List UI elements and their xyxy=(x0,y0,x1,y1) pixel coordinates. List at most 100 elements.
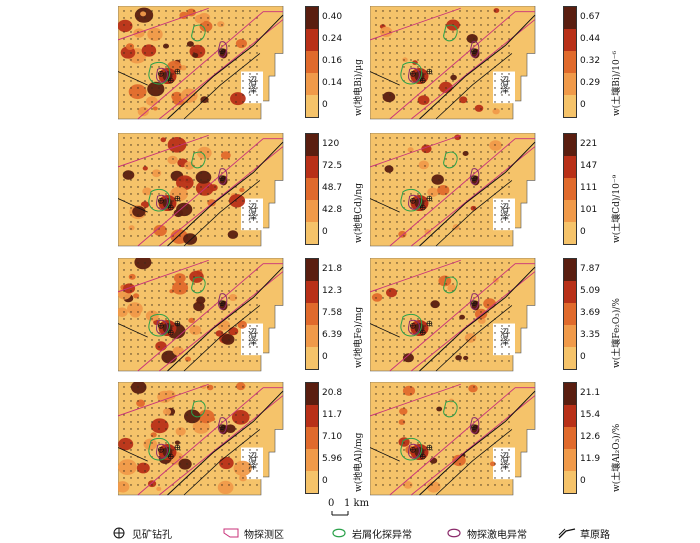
colorbar-tick: 11.7 xyxy=(322,410,343,421)
marsh-label: 沼泽 xyxy=(498,203,508,222)
colorbar-tick: 0 xyxy=(322,100,328,111)
colorbar-segment xyxy=(306,7,318,29)
colorbar-segment xyxy=(306,303,318,325)
map-L1: 沼泽 xyxy=(118,6,293,121)
colorbar-tick: 11.9 xyxy=(580,454,601,465)
map-L2: 沼泽 xyxy=(118,133,293,248)
scale-bar: 0 1 km xyxy=(322,498,392,520)
colorbar-segment xyxy=(564,259,576,281)
colorbar-tick: 5.09 xyxy=(580,286,601,297)
colorbar-unit-label: w(地电Al)/mg xyxy=(354,432,364,492)
colorbar-segment xyxy=(306,259,318,281)
colorbar-unit-label: w(土壤Cd)/10⁻⁹ xyxy=(612,174,622,243)
map-R3: 沼泽 xyxy=(370,258,545,373)
colorbar-tick: 6.39 xyxy=(322,330,343,341)
colorbar-segment xyxy=(564,303,576,325)
colorbar-tick: 0.67 xyxy=(580,12,601,23)
colorbar-segment xyxy=(306,325,318,347)
colorbar-tick: 111 xyxy=(580,183,598,194)
colorbar-R3 xyxy=(563,258,577,370)
colorbar-tick: 12.6 xyxy=(580,432,601,443)
colorbar-segment xyxy=(564,427,576,449)
colorbar-segment xyxy=(306,73,318,95)
colorbar-tick: 0 xyxy=(580,352,586,363)
survey-area-icon xyxy=(222,527,240,539)
marsh-label: 沼泽 xyxy=(246,452,256,471)
colorbar-segment xyxy=(564,95,576,117)
colorbar-tick: 15.4 xyxy=(580,410,601,421)
colorbar-tick: 3.69 xyxy=(580,308,601,319)
colorbar-tick: 0 xyxy=(322,227,328,238)
colorbar-tick: 42.8 xyxy=(322,205,343,216)
colorbar-segment xyxy=(306,29,318,51)
colorbar-tick: 12.3 xyxy=(322,286,343,297)
legend-item-ip-anomaly: 物探激电异常 xyxy=(445,526,527,541)
colorbar-tick: 21.8 xyxy=(322,264,343,275)
legend-label: 草原路 xyxy=(580,529,610,541)
colorbar-tick: 7.10 xyxy=(322,432,343,443)
map-L4: 沼泽 xyxy=(118,382,293,497)
colorbar-segment xyxy=(564,7,576,29)
colorbar-segment xyxy=(564,51,576,73)
colorbar-tick: 0.32 xyxy=(580,56,601,67)
colorbar-unit-label: w(土壤Fe₂O₃)/% xyxy=(612,298,622,368)
colorbar-segment xyxy=(564,156,576,178)
colorbar-tick: 0.14 xyxy=(322,78,343,89)
colorbar-tick: 0.40 xyxy=(322,12,343,23)
colorbar-tick: 7.87 xyxy=(580,264,601,275)
marsh-label: 沼泽 xyxy=(498,452,508,471)
colorbar-segment xyxy=(306,471,318,493)
colorbar-unit-label: w(地电Bi)/μg xyxy=(354,59,364,116)
colorbar-segment xyxy=(564,449,576,471)
ip-anomaly-icon xyxy=(445,527,463,539)
legend: 见矿钻孔 物探测区 岩屑化探异常 物探激电异常 草原路 xyxy=(110,524,690,542)
colorbar-segment xyxy=(306,178,318,200)
colorbar-segment xyxy=(306,405,318,427)
colorbar-tick: 48.7 xyxy=(322,183,343,194)
colorbar-segment xyxy=(564,471,576,493)
drill-hole-icon xyxy=(110,527,128,539)
colorbar-R2 xyxy=(563,133,577,245)
colorbar-tick: 0 xyxy=(580,227,586,238)
colorbar-segment xyxy=(306,427,318,449)
legend-label: 岩屑化探异常 xyxy=(352,529,412,541)
marsh-label: 沼泽 xyxy=(246,203,256,222)
colorbar-tick: 0.24 xyxy=(322,34,343,45)
colorbar-tick: 0.44 xyxy=(580,34,601,45)
colorbar-R4 xyxy=(563,382,577,494)
marsh-label: 沼泽 xyxy=(246,76,256,95)
colorbar-segment xyxy=(306,134,318,156)
colorbar-tick: 0 xyxy=(580,100,586,111)
colorbar-segment xyxy=(306,156,318,178)
colorbar-segment xyxy=(306,200,318,222)
colorbar-segment xyxy=(564,200,576,222)
colorbar-L2 xyxy=(305,133,319,245)
colorbar-segment xyxy=(306,51,318,73)
colorbar-tick: 21.1 xyxy=(580,388,601,399)
map-R2: 沼泽 xyxy=(370,133,545,248)
colorbar-segment xyxy=(564,347,576,369)
marsh-label: 沼泽 xyxy=(498,76,508,95)
colorbar-tick: 0 xyxy=(322,476,328,487)
colorbar-segment xyxy=(564,222,576,244)
colorbar-tick: 5.96 xyxy=(322,454,343,465)
colorbar-tick: 3.35 xyxy=(580,330,601,341)
colorbar-segment xyxy=(564,134,576,156)
colorbar-tick: 147 xyxy=(580,161,598,172)
colorbar-segment xyxy=(306,95,318,117)
legend-label: 物探测区 xyxy=(244,529,284,541)
colorbar-unit-label: w(地电Fe)/mg xyxy=(354,306,364,368)
colorbar-tick: 0 xyxy=(322,352,328,363)
marsh-label: 沼泽 xyxy=(246,328,256,347)
colorbar-segment xyxy=(564,383,576,405)
colorbar-segment xyxy=(564,281,576,303)
colorbar-tick: 221 xyxy=(580,139,598,150)
grassland-road-icon xyxy=(558,527,576,539)
map-R1: 沼泽 xyxy=(370,6,545,121)
colorbar-R1 xyxy=(563,6,577,118)
legend-label: 物探激电异常 xyxy=(467,529,527,541)
colorbar-L4 xyxy=(305,382,319,494)
colorbar-tick: 0.29 xyxy=(580,78,601,89)
colorbar-segment xyxy=(306,281,318,303)
colorbar-tick: 101 xyxy=(580,205,598,216)
